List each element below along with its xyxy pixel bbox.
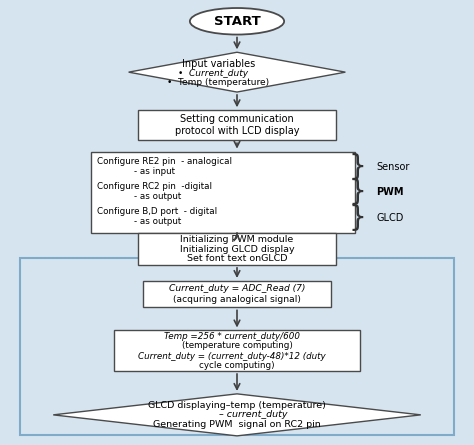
Text: Temp =256 * current_duty/600: Temp =256 * current_duty/600 — [164, 332, 301, 341]
Text: - as output: - as output — [134, 217, 182, 226]
Text: •  Current_duty: • Current_duty — [178, 69, 248, 78]
Text: Setting communication: Setting communication — [180, 114, 294, 124]
Text: Initializing PWM module: Initializing PWM module — [181, 235, 293, 244]
Text: cycle computing): cycle computing) — [199, 361, 275, 370]
Text: - as input: - as input — [134, 167, 175, 176]
FancyBboxPatch shape — [138, 233, 336, 265]
Text: START: START — [214, 15, 260, 28]
Text: Current_duty = ADC_Read (7): Current_duty = ADC_Read (7) — [169, 284, 305, 293]
Text: PWM: PWM — [376, 187, 403, 198]
Text: }: } — [348, 178, 366, 206]
Text: Configure RC2 pin  -digital: Configure RC2 pin -digital — [97, 182, 211, 191]
FancyBboxPatch shape — [138, 110, 336, 140]
Text: Current_duty = (current_duty-48)*12 (duty: Current_duty = (current_duty-48)*12 (dut… — [138, 352, 326, 360]
Text: Set font text onGLCD: Set font text onGLCD — [187, 254, 287, 263]
Text: Generating PWM  signal on RC2 pin: Generating PWM signal on RC2 pin — [153, 420, 321, 429]
FancyBboxPatch shape — [115, 330, 359, 371]
Text: GLCD: GLCD — [376, 213, 403, 223]
Text: - as output: - as output — [134, 192, 182, 201]
Text: (acquring analogical signal): (acquring analogical signal) — [173, 295, 301, 304]
Text: }: } — [348, 204, 366, 232]
FancyBboxPatch shape — [143, 281, 331, 307]
Text: Configure RE2 pin  - analogical: Configure RE2 pin - analogical — [97, 157, 232, 166]
Text: Initializing GLCD display: Initializing GLCD display — [180, 245, 294, 254]
Polygon shape — [128, 52, 346, 92]
Text: Input variables: Input variables — [182, 59, 255, 69]
Text: Configure B,D port  - digital: Configure B,D port - digital — [97, 206, 217, 215]
Text: }: } — [348, 153, 366, 181]
Polygon shape — [53, 394, 421, 436]
Text: – current_duty: – current_duty — [186, 410, 288, 419]
Text: (temperature computing): (temperature computing) — [182, 341, 292, 350]
Ellipse shape — [190, 8, 284, 35]
Text: GLCD displaying–temp (temperature): GLCD displaying–temp (temperature) — [148, 400, 326, 410]
FancyBboxPatch shape — [91, 152, 355, 233]
Text: protocol with LCD display: protocol with LCD display — [175, 125, 299, 136]
Text: •  Temp (temperature): • Temp (temperature) — [167, 78, 269, 87]
Text: Sensor: Sensor — [376, 162, 410, 172]
